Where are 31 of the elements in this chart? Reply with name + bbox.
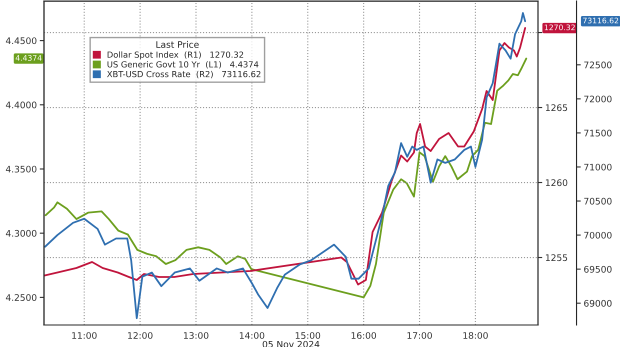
y-tick-label: 4.4500 bbox=[6, 37, 36, 44]
x-tick-label: 15:00 bbox=[296, 332, 320, 339]
y-tick-label: 4.2500 bbox=[6, 294, 36, 301]
y2-tick-label: 1255 bbox=[546, 254, 568, 262]
legend-label: US Generic Govt 10 Yr (L1) 4.4374 bbox=[108, 61, 258, 69]
line-series bbox=[44, 27, 526, 286]
y2-tick-label: 1260 bbox=[546, 179, 568, 186]
y-tick-label: 4.3000 bbox=[6, 230, 36, 237]
y2-tick-label: 1265 bbox=[546, 104, 568, 112]
legend-title: Last Price bbox=[156, 40, 199, 48]
x-tick-label: 18:00 bbox=[463, 332, 488, 339]
x-tick-label: 16:00 bbox=[352, 332, 376, 339]
y-tick-label: 4.3500 bbox=[6, 166, 36, 173]
x-tick-label: 11:00 bbox=[72, 332, 97, 339]
legend-label: XBT-USD Cross Rate (R2) 73116.62 bbox=[107, 70, 260, 78]
y-tick-label: 4.4000 bbox=[6, 102, 36, 108]
x-tick-label: 17:00 bbox=[408, 332, 432, 339]
legend-label: Dollar Spot Index (R1) 1270.32 bbox=[108, 51, 244, 60]
x-tick-label: 13:00 bbox=[184, 332, 208, 339]
y3-tick-label: 69000 bbox=[584, 300, 612, 307]
y3-tick-label: 71000 bbox=[584, 164, 612, 171]
line-series bbox=[44, 58, 528, 298]
y3-tick-label: 70000 bbox=[584, 232, 612, 239]
y3-tick-label: 70500 bbox=[584, 198, 612, 205]
y3-tick-label: 72500 bbox=[584, 62, 612, 68]
y3-tick-label: 72000 bbox=[584, 96, 612, 102]
x-tick-label: 12:00 bbox=[128, 332, 153, 339]
y3-tick-label: 69500 bbox=[584, 266, 612, 273]
line-series bbox=[44, 12, 526, 320]
x-tick-label: 14:00 bbox=[240, 332, 264, 339]
y3-tick-label: 71500 bbox=[584, 130, 612, 136]
